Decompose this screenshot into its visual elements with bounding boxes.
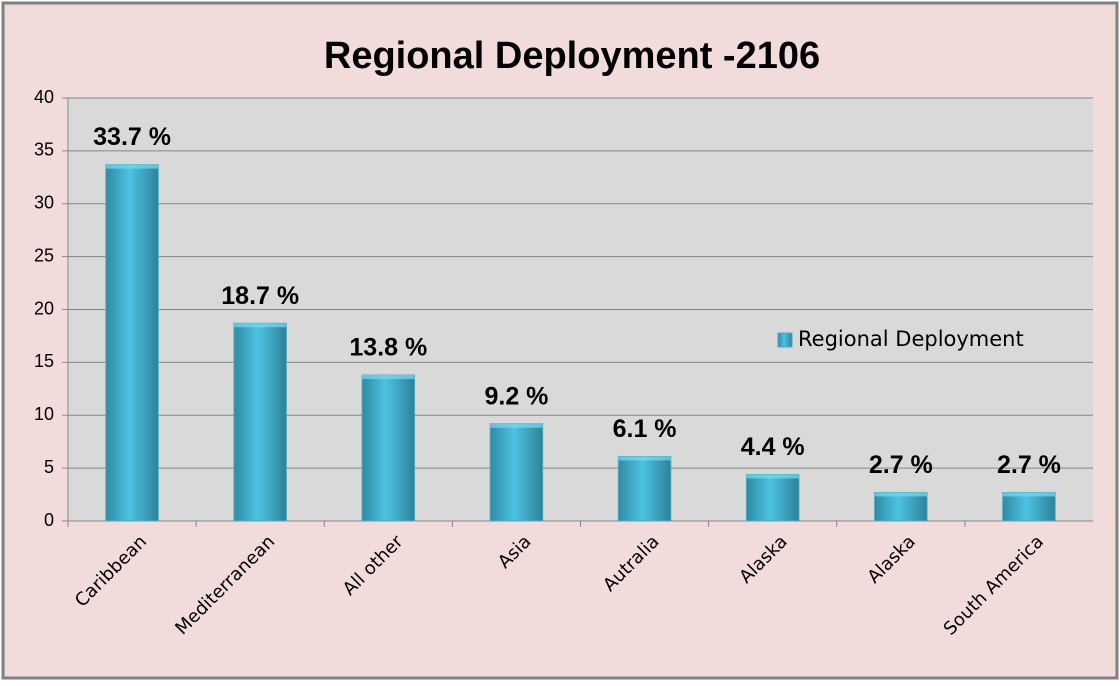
value-label: 4.4 % (741, 433, 805, 461)
bar-top (746, 474, 799, 479)
bar-top (1002, 492, 1056, 497)
y-tick-label: 0 (44, 510, 54, 530)
y-tick-label: 30 (34, 193, 54, 213)
y-tick-label: 5 (44, 457, 54, 477)
bar-top (618, 456, 671, 461)
y-tick-label: 10 (34, 404, 54, 424)
legend-label: Regional Deployment (798, 327, 1024, 351)
bar-top (874, 492, 928, 497)
bar-top (362, 375, 415, 380)
value-label: 18.7 % (221, 282, 299, 310)
bar-top (233, 323, 287, 328)
bar (361, 374, 416, 522)
bar (745, 473, 800, 522)
y-tick-label: 25 (34, 245, 54, 265)
bar (1002, 491, 1056, 522)
bar (489, 423, 544, 522)
value-label: 2.7 % (869, 451, 933, 479)
bar (105, 164, 159, 522)
value-label: 9.2 % (484, 382, 548, 410)
value-label: 2.7 % (997, 451, 1061, 479)
legend-swatch (777, 332, 793, 348)
y-tick-label: 15 (34, 351, 54, 371)
bar (617, 455, 672, 522)
bar-top (105, 164, 159, 169)
y-tick-label: 40 (34, 87, 54, 107)
chart-title: Regional Deployment -2106 (324, 35, 820, 77)
bar (874, 491, 928, 522)
value-label: 33.7 % (93, 123, 171, 151)
value-label: 13.8 % (349, 334, 427, 362)
y-tick-label: 35 (34, 140, 54, 160)
value-label: 6.1 % (613, 415, 677, 443)
bar (233, 322, 287, 522)
y-tick-label: 20 (34, 298, 54, 318)
bar-top (490, 423, 543, 428)
